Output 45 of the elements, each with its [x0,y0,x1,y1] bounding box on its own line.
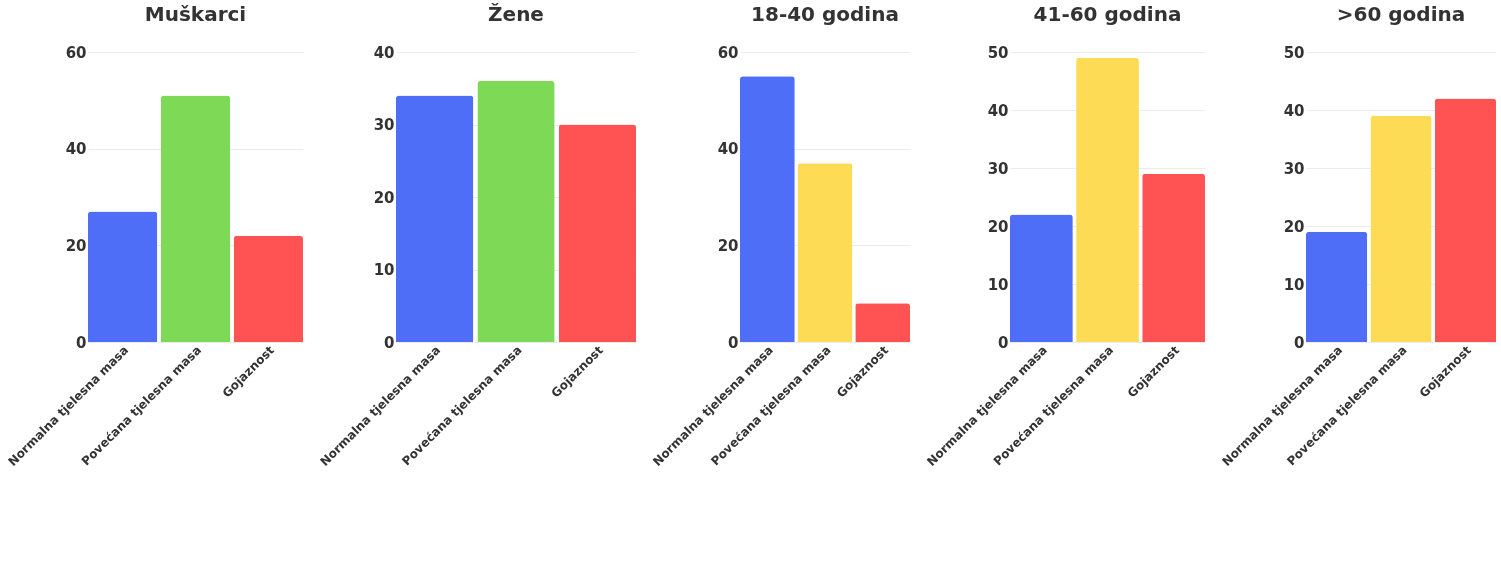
chart-title: >60 godina [1336,2,1466,26]
bar [797,163,853,342]
bar [740,76,795,342]
y-tick-label: 50 [987,43,1009,62]
y-tick-label: 40 [65,140,87,159]
bar [88,211,158,342]
y-tick-label: 50 [1283,43,1305,62]
chart-title: Žene [488,2,544,26]
chart-title: 41-60 godina [1033,2,1182,26]
y-tick-label: 40 [987,101,1009,120]
y-tick-label: 0 [384,333,395,352]
chart-title: Muškarci [144,2,247,26]
y-tick-label: 40 [1283,101,1305,120]
bar [1010,214,1073,342]
y-tick-label: 20 [717,236,739,255]
y-tick-label: 30 [373,116,395,134]
bar [1370,115,1432,342]
y-tick-label: 10 [373,261,395,279]
bar [1142,173,1205,342]
y-tick-label: 20 [65,236,87,255]
bar [558,124,636,342]
bar [1434,98,1496,342]
y-tick-label: 10 [987,275,1009,294]
bar [1076,57,1139,342]
y-tick-label: 10 [1283,275,1305,294]
y-tick-label: 0 [76,333,87,352]
y-tick-label: 0 [998,333,1009,352]
y-tick-label: 40 [717,140,739,159]
bar [1306,231,1368,342]
bar [855,303,910,342]
y-tick-label: 20 [373,188,395,207]
y-tick-label: 20 [1283,217,1305,236]
y-tick-label: 30 [1283,159,1305,178]
y-tick-label: 20 [987,217,1009,236]
bar [396,95,474,342]
y-tick-label: 40 [373,43,395,62]
y-tick-label: 60 [65,43,87,62]
bar [477,81,555,342]
y-tick-label: 0 [1294,333,1305,352]
y-tick-label: 0 [728,333,739,352]
bar [233,235,303,342]
y-tick-label: 30 [987,159,1009,178]
chart-title: 18-40 godina [751,2,899,26]
y-tick-label: 60 [717,43,739,62]
bar [160,95,231,342]
